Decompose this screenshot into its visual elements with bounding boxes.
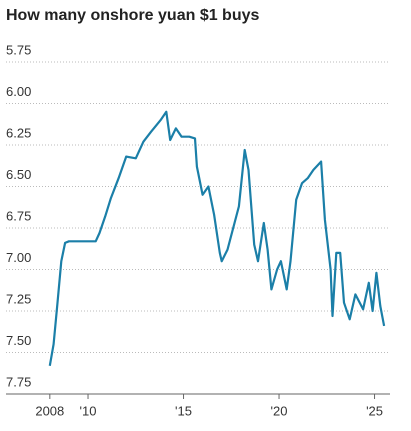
x-tick-label: '10: [80, 403, 97, 418]
x-tick-label: '15: [175, 403, 192, 418]
y-tick-label: 5.75: [6, 42, 31, 57]
line: [48, 110, 386, 366]
y-tick-label: 6.00: [6, 84, 31, 99]
y-tick-label: 7.75: [6, 374, 31, 389]
y-tick-label: 6.25: [6, 125, 31, 140]
y-tick-label: 7.50: [6, 333, 31, 348]
x-tick-label: 2008: [35, 403, 64, 418]
y-tick-label: 6.50: [6, 167, 31, 182]
x-tick-label: '25: [366, 403, 383, 418]
y-tick-label: 6.75: [6, 208, 31, 223]
chart-title: How many onshore yuan $1 buys: [6, 7, 260, 24]
x-tick-label: '20: [271, 403, 288, 418]
y-tick-label: 7.00: [6, 250, 31, 265]
y-tick-label: 7.25: [6, 291, 31, 306]
